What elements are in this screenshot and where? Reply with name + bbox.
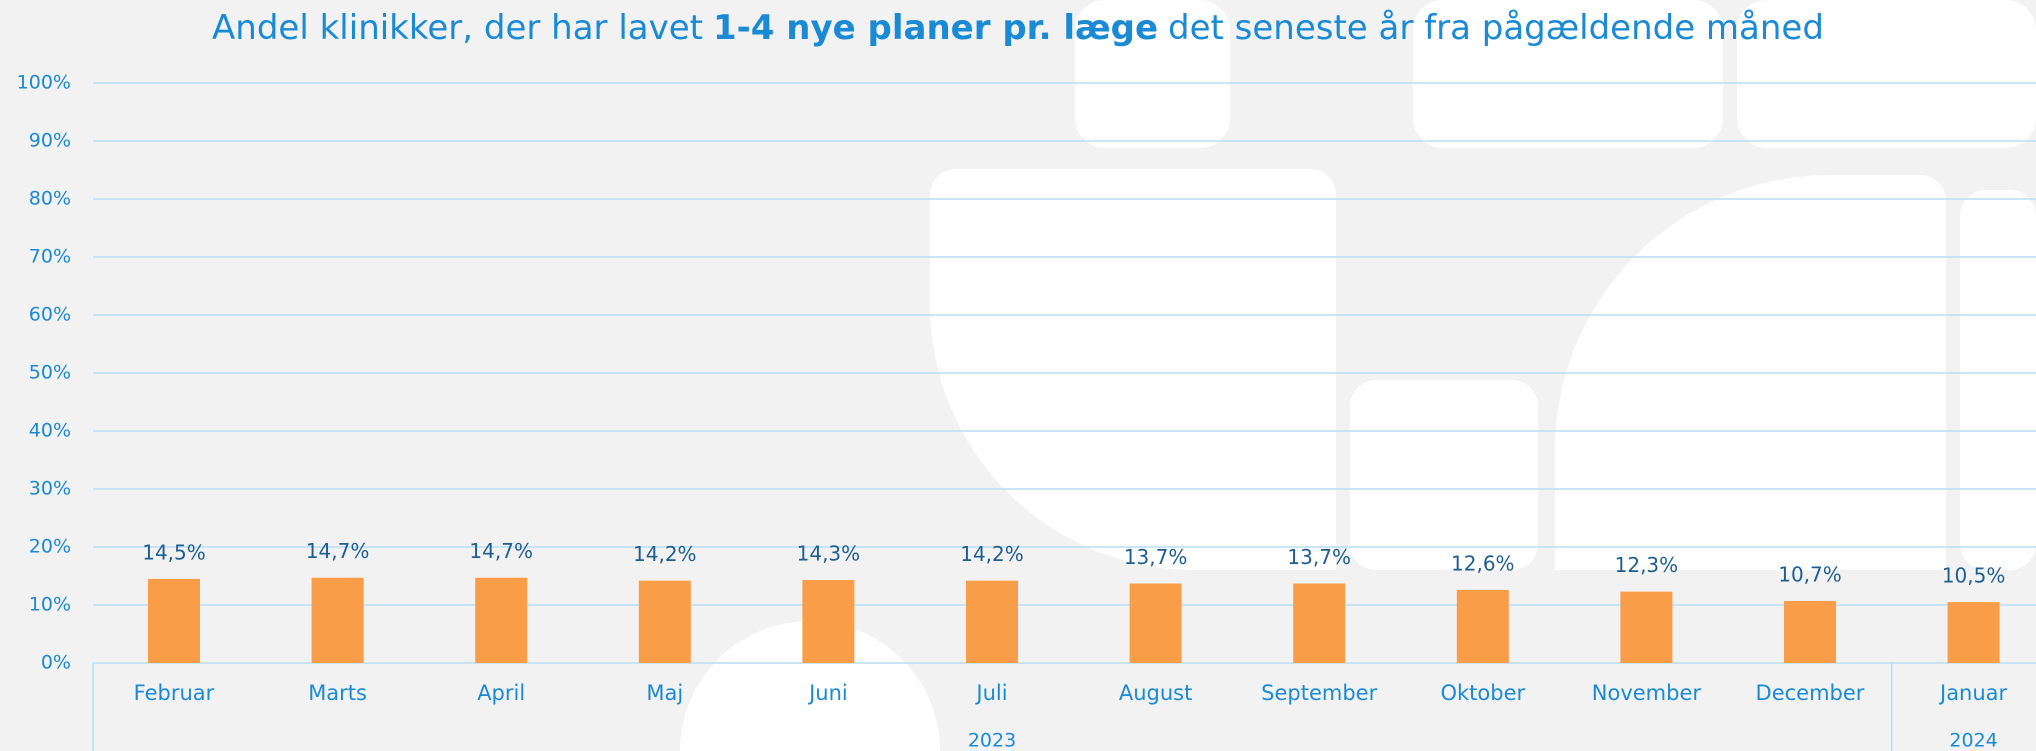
bar	[638, 580, 691, 663]
y-tick-label: 10%	[29, 594, 71, 616]
x-tick-label: Maj	[646, 681, 683, 705]
title-part: det seneste år fra pågældende måned	[1168, 8, 1824, 48]
y-tick-label: 0%	[41, 652, 71, 674]
y-tick-label: 20%	[29, 536, 71, 558]
value-label: 14,7%	[469, 539, 533, 563]
value-label: 13,7%	[1287, 545, 1351, 569]
y-tick-label: 50%	[29, 362, 71, 384]
value-label: 12,6%	[1451, 551, 1515, 575]
x-tick-label: Oktober	[1440, 681, 1525, 705]
y-tick-label: 70%	[29, 246, 71, 268]
bar	[1129, 583, 1182, 663]
chart-title: Andel klinikker, der har lavet 1-4 nye pl…	[212, 8, 1824, 48]
value-label: 14,3%	[797, 542, 861, 566]
value-label: 13,7%	[1124, 545, 1188, 569]
value-label: 14,5%	[142, 540, 206, 564]
value-label: 10,5%	[1942, 564, 2006, 588]
value-label: 10,7%	[1778, 562, 1842, 586]
bar	[966, 580, 1018, 663]
bar	[802, 580, 855, 663]
value-label: 12,3%	[1615, 553, 1679, 577]
y-tick-label: 80%	[29, 188, 71, 210]
x-tick-label: Juni	[807, 681, 848, 705]
y-tick-label: 60%	[29, 304, 71, 326]
x-tick-label: Juli	[974, 681, 1007, 705]
y-tick-label: 40%	[29, 420, 71, 442]
x-tick-label: September	[1261, 681, 1377, 705]
year-label: 2024	[1949, 730, 1997, 751]
bar	[311, 577, 364, 663]
value-label: 14,2%	[633, 542, 697, 566]
y-tick-label: 90%	[29, 130, 71, 152]
value-label: 14,7%	[306, 539, 370, 563]
x-tick-label: Februar	[134, 681, 215, 705]
x-tick-label: Marts	[308, 681, 367, 705]
bar	[1293, 583, 1346, 663]
y-tick-label: 30%	[29, 478, 71, 500]
title-part: Andel klinikker, der har lavet	[212, 8, 703, 48]
x-tick-label: April	[477, 681, 525, 705]
bar	[1620, 591, 1673, 663]
x-tick-label: August	[1119, 681, 1193, 705]
x-tick-label: Januar	[1938, 681, 2008, 705]
y-tick-label: 100%	[17, 72, 71, 94]
x-tick-label: November	[1592, 681, 1702, 705]
bar	[1456, 589, 1509, 663]
x-tick-label: December	[1756, 681, 1865, 705]
bar	[148, 578, 200, 663]
bar	[475, 577, 528, 663]
year-label: 2023	[968, 730, 1016, 751]
bar	[1947, 602, 2000, 663]
decoration	[680, 0, 2036, 751]
title-bold: 1-4 nye planer pr. læge	[713, 8, 1158, 48]
value-label: 14,2%	[960, 542, 1024, 566]
bar	[1784, 600, 1836, 663]
